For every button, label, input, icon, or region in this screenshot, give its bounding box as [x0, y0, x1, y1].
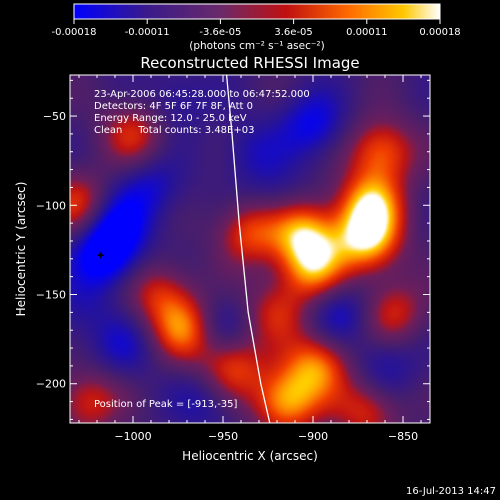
colorbar-unit-label: (photons cm⁻² s⁻¹ asec⁻²)	[189, 40, 324, 52]
x-tick-label: −1000	[114, 430, 151, 443]
plot-frame	[69, 74, 431, 424]
annotation-clean: Clean Total counts: 3.48E+03	[94, 125, 254, 136]
colorbar-tick-label: 3.6e-05	[274, 27, 312, 38]
colorbar-tick-label: 0.00011	[346, 27, 387, 38]
colorbar-gradient	[73, 3, 441, 20]
x-axis-label: Heliocentric X (arcsec)	[182, 449, 318, 463]
colorbar: -0.00018 -0.00011 -3.6e-05 3.6e-05 0.00011 0.…	[52, 3, 461, 52]
x-tick-label: −950	[208, 430, 238, 443]
x-tick-label: −850	[388, 430, 418, 443]
plot-annotations: 23-Apr-2006 06:45:28.000 to 06:47:52.000…	[94, 89, 310, 410]
y-tick-label: −200	[36, 378, 66, 391]
y-tick-label: −50	[43, 110, 66, 123]
peak-marker	[97, 252, 104, 259]
footer-timestamp: 16-Jul-2013 14:47	[406, 486, 496, 497]
colorbar-tick-label: -0.00011	[125, 27, 170, 38]
x-axis: −1000 −950 −900 −850	[78, 75, 422, 443]
annotation-peak-position: Position of Peak = [-913,-35]	[94, 399, 238, 410]
heatmap-image	[70, 75, 430, 423]
chart-title: Reconstructed RHESSI Image	[140, 54, 359, 72]
colorbar-tick-label: 0.00018	[419, 27, 460, 38]
y-tick-label: −100	[36, 199, 66, 212]
y-axis: −50 −100 −150 −200	[36, 79, 430, 420]
y-tick-label: −150	[36, 289, 66, 302]
y-axis-label: Heliocentric Y (arcsec)	[14, 182, 28, 317]
annotation-energy: Energy Range: 12.0 - 25.0 keV	[94, 113, 247, 124]
annotation-time-range: 23-Apr-2006 06:45:28.000 to 06:47:52.000	[94, 89, 310, 100]
colorbar-tick-label: -3.6e-05	[199, 27, 241, 38]
colorbar-ticks: -0.00018 -0.00011 -3.6e-05 3.6e-05 0.00011 0.…	[52, 19, 461, 38]
annotation-detectors: Detectors: 4F 5F 6F 7F 8F, Att 0	[94, 101, 253, 112]
x-tick-label: −900	[298, 430, 328, 443]
solar-limb-line	[225, 75, 271, 423]
colorbar-tick-label: -0.00018	[52, 27, 97, 38]
